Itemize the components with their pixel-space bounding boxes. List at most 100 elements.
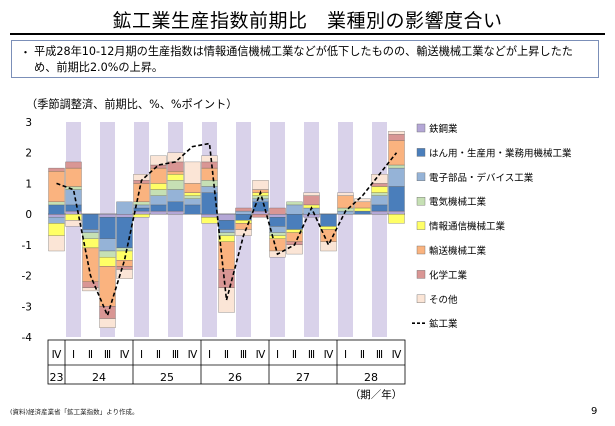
- page-title: 鉱工業生産指数前期比 業種別の影響度合い: [112, 10, 503, 32]
- bar-segment: [133, 183, 150, 203]
- bar-segment: [167, 170, 184, 175]
- bar-segment: [252, 180, 269, 190]
- bar-segment: [65, 220, 82, 227]
- bar-segment: [201, 213, 218, 218]
- bar-segment: [201, 192, 218, 215]
- year-label: 26: [228, 371, 242, 384]
- quarter-label: Ⅱ: [156, 349, 161, 361]
- bar-segment: [218, 287, 235, 313]
- bar-segment: [167, 189, 184, 203]
- bar-segment: [320, 213, 337, 227]
- legend-label: 化学工業: [429, 269, 468, 281]
- bar-segment: [150, 204, 167, 212]
- legend-label: 電子部品・デバイス工業: [429, 172, 534, 184]
- production-index-line: [56, 142, 398, 318]
- bar-segment: [269, 207, 286, 215]
- source-note: (資料)経済産業省「鉱工業指数」より作成。: [10, 408, 139, 416]
- bar-segment: [269, 238, 286, 252]
- bar-segment: [184, 198, 201, 206]
- quarter-label: Ⅲ: [172, 349, 179, 361]
- bar-segment: [167, 210, 184, 215]
- bar-segment: [388, 134, 405, 141]
- bar-segment: [252, 213, 269, 218]
- bar-segment: [218, 235, 235, 242]
- legend-swatch: [416, 148, 426, 157]
- bar-segment: [218, 232, 235, 236]
- bar-segment: [65, 161, 82, 169]
- bar-segment: [303, 195, 320, 206]
- bar-segment: [99, 217, 116, 239]
- bar-segment: [48, 167, 65, 172]
- bar-segment: [201, 217, 218, 224]
- bar-segment: [48, 213, 65, 218]
- legend-label: 鉱工業: [429, 318, 458, 330]
- bar-segment: [201, 167, 218, 181]
- bar-segment: [167, 174, 184, 181]
- bar-segment: [320, 241, 337, 252]
- line-layer: [56, 142, 398, 318]
- bar-segment: [82, 232, 99, 239]
- bar-segment: [371, 183, 388, 187]
- quarter-label: Ⅰ: [344, 349, 347, 361]
- note-bullet: ・: [20, 46, 31, 59]
- quarter-label: Ⅱ: [88, 349, 93, 361]
- summary-note: ・ 平成28年10-12月期の生産指数は情報通信機械工業などが低下したものの、輸…: [11, 40, 599, 78]
- legend-swatch: [416, 245, 426, 255]
- bar-segment: [133, 213, 150, 218]
- bar-segment: [388, 167, 405, 187]
- bar-segment: [48, 201, 65, 206]
- bar-segment: [184, 183, 201, 193]
- year-label: 24: [92, 371, 106, 384]
- y-tick-label: -1: [22, 240, 32, 252]
- bar-segment: [218, 229, 235, 233]
- bar-segment: [82, 287, 99, 292]
- quarter-label: Ⅰ: [208, 349, 211, 361]
- legend-swatch: [416, 196, 426, 206]
- legend-swatch: [416, 221, 426, 230]
- bar-segment: [167, 152, 184, 163]
- bar-segment: [48, 170, 65, 203]
- quarter-label: Ⅳ: [188, 349, 198, 361]
- legend-label: 鉄鋼業: [429, 123, 458, 135]
- bar-segment: [337, 195, 354, 209]
- bar-segment: [371, 192, 388, 196]
- year-label: 28: [364, 371, 378, 384]
- bar-segment: [99, 250, 116, 258]
- bar-segment: [388, 210, 405, 215]
- note-text: 平成28年10-12月期の生産指数は情報通信機械工業などが低下したものの、輸送機…: [34, 45, 573, 74]
- bar-segment: [48, 217, 65, 224]
- bar-segment: [371, 210, 388, 215]
- legend-label: その他: [429, 294, 458, 306]
- bar-segment: [99, 238, 116, 252]
- bar-segment: [99, 266, 116, 307]
- bar-segment: [354, 198, 371, 203]
- bar-segment: [269, 217, 286, 227]
- bar-segment: [65, 186, 82, 190]
- bar-segment: [116, 266, 133, 270]
- quarter-label: Ⅰ: [276, 349, 279, 361]
- quarter-label: Ⅱ: [224, 349, 229, 361]
- quarter-label: Ⅲ: [376, 349, 383, 361]
- quarter-label: Ⅲ: [308, 349, 315, 361]
- quarter-label: Ⅱ: [360, 349, 365, 361]
- bar-segment: [133, 210, 150, 215]
- shaded-quarter-band: [134, 122, 149, 337]
- page-number: 9: [591, 406, 598, 417]
- bar-segment: [269, 213, 286, 218]
- unit-label: （季節調整済、前期比、%、%ポイント）: [26, 98, 238, 111]
- bar-segment: [286, 204, 303, 215]
- bar-segment: [371, 186, 388, 193]
- bar-segment: [201, 180, 218, 187]
- quarter-label: Ⅰ: [72, 349, 75, 361]
- y-tick-label: 2: [25, 148, 32, 160]
- bar-segment: [303, 192, 320, 196]
- bar-segment: [320, 226, 337, 230]
- quarter-label: Ⅰ: [140, 349, 143, 361]
- bar-segment: [235, 207, 252, 212]
- bar-segment: [303, 213, 320, 218]
- bar-segment: [286, 244, 303, 255]
- bar-segment: [235, 213, 252, 221]
- bar-segment: [150, 164, 167, 169]
- x-axis-table: [47, 339, 406, 385]
- bar-segment: [99, 306, 116, 319]
